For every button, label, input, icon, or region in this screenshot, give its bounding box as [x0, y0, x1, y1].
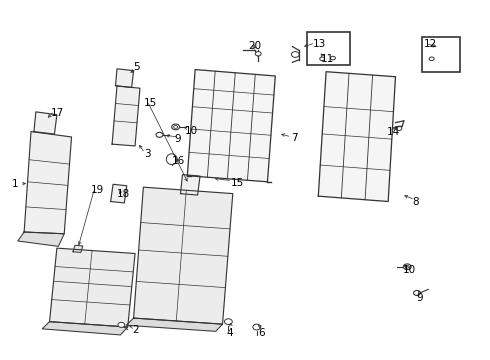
Text: 20: 20 — [248, 41, 261, 50]
Circle shape — [253, 324, 261, 330]
Circle shape — [255, 51, 261, 56]
Circle shape — [403, 264, 411, 270]
Text: 11: 11 — [321, 54, 334, 64]
Text: 9: 9 — [416, 293, 423, 303]
Circle shape — [156, 132, 163, 137]
Text: 3: 3 — [144, 149, 150, 159]
Circle shape — [414, 291, 420, 296]
Text: 13: 13 — [313, 40, 326, 49]
Polygon shape — [180, 175, 200, 195]
Text: 5: 5 — [134, 62, 140, 72]
Circle shape — [172, 124, 179, 130]
Text: 12: 12 — [424, 40, 437, 49]
Polygon shape — [116, 69, 134, 87]
Text: 8: 8 — [413, 197, 419, 207]
Text: 16: 16 — [172, 156, 185, 166]
Polygon shape — [18, 232, 64, 246]
Polygon shape — [73, 245, 83, 252]
Text: 4: 4 — [226, 328, 233, 338]
Text: 9: 9 — [174, 135, 181, 144]
Circle shape — [118, 322, 125, 327]
Polygon shape — [34, 112, 57, 134]
Polygon shape — [111, 184, 127, 203]
Text: 14: 14 — [387, 127, 400, 137]
Text: 17: 17 — [51, 108, 64, 118]
Text: 15: 15 — [230, 178, 244, 188]
Polygon shape — [49, 248, 135, 327]
Polygon shape — [42, 321, 128, 335]
Text: 10: 10 — [184, 126, 197, 136]
Text: 15: 15 — [144, 98, 157, 108]
Text: 18: 18 — [117, 189, 130, 199]
Polygon shape — [126, 318, 222, 331]
Circle shape — [224, 319, 232, 324]
Text: 1: 1 — [11, 179, 18, 189]
Polygon shape — [187, 69, 275, 182]
Text: 19: 19 — [91, 185, 104, 195]
Polygon shape — [318, 72, 395, 202]
Text: 10: 10 — [402, 265, 416, 275]
Polygon shape — [24, 132, 72, 234]
Text: 6: 6 — [259, 328, 265, 338]
Bar — [422, 37, 460, 72]
Bar — [307, 32, 349, 65]
Text: 2: 2 — [133, 325, 139, 335]
Polygon shape — [112, 86, 140, 146]
Text: 7: 7 — [291, 133, 297, 143]
Ellipse shape — [166, 154, 177, 165]
Polygon shape — [134, 187, 233, 324]
